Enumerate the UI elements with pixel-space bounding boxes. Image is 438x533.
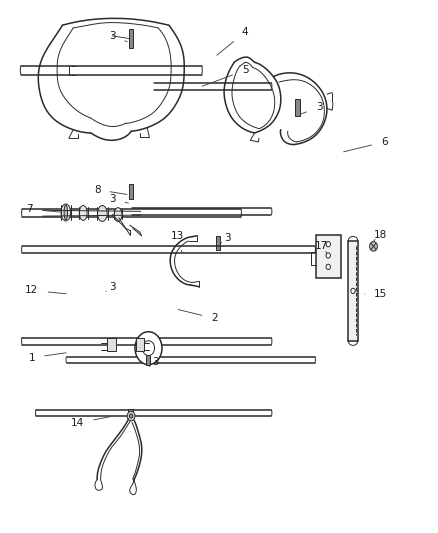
Text: 3: 3: [220, 233, 231, 244]
Bar: [316, 235, 341, 278]
Ellipse shape: [98, 206, 107, 221]
Text: 3: 3: [109, 193, 128, 204]
Bar: [295, 99, 300, 116]
Ellipse shape: [326, 264, 330, 270]
Ellipse shape: [114, 208, 122, 221]
Ellipse shape: [61, 204, 71, 221]
Bar: [129, 29, 133, 48]
Bar: [128, 409, 133, 417]
Text: 6: 6: [343, 137, 388, 152]
Text: 13: 13: [171, 231, 184, 252]
Ellipse shape: [326, 253, 330, 258]
Bar: [146, 355, 150, 365]
Ellipse shape: [129, 414, 133, 418]
Ellipse shape: [79, 206, 87, 220]
Text: 12: 12: [25, 285, 66, 295]
Ellipse shape: [326, 241, 330, 247]
Text: 8: 8: [94, 184, 127, 195]
Text: 18: 18: [374, 230, 387, 241]
Text: 7: 7: [26, 204, 62, 214]
Text: 4: 4: [217, 27, 248, 55]
Ellipse shape: [142, 341, 155, 356]
Bar: [216, 236, 220, 249]
Ellipse shape: [64, 205, 67, 220]
Bar: [129, 184, 133, 199]
Ellipse shape: [135, 332, 162, 365]
Ellipse shape: [370, 241, 378, 251]
Bar: [107, 337, 116, 351]
Bar: [136, 337, 144, 351]
Bar: [348, 241, 358, 341]
Text: 17: 17: [314, 241, 328, 253]
Text: 3: 3: [106, 281, 116, 292]
Text: 1: 1: [28, 353, 66, 362]
Text: 14: 14: [71, 417, 111, 428]
Text: 3: 3: [149, 357, 159, 367]
Bar: [100, 208, 105, 217]
Text: 2: 2: [178, 310, 218, 324]
Text: 3: 3: [301, 102, 322, 114]
Text: 5: 5: [202, 66, 248, 86]
Text: 3: 3: [109, 31, 127, 42]
Ellipse shape: [127, 411, 135, 421]
Ellipse shape: [351, 288, 355, 294]
Text: 15: 15: [364, 289, 388, 299]
